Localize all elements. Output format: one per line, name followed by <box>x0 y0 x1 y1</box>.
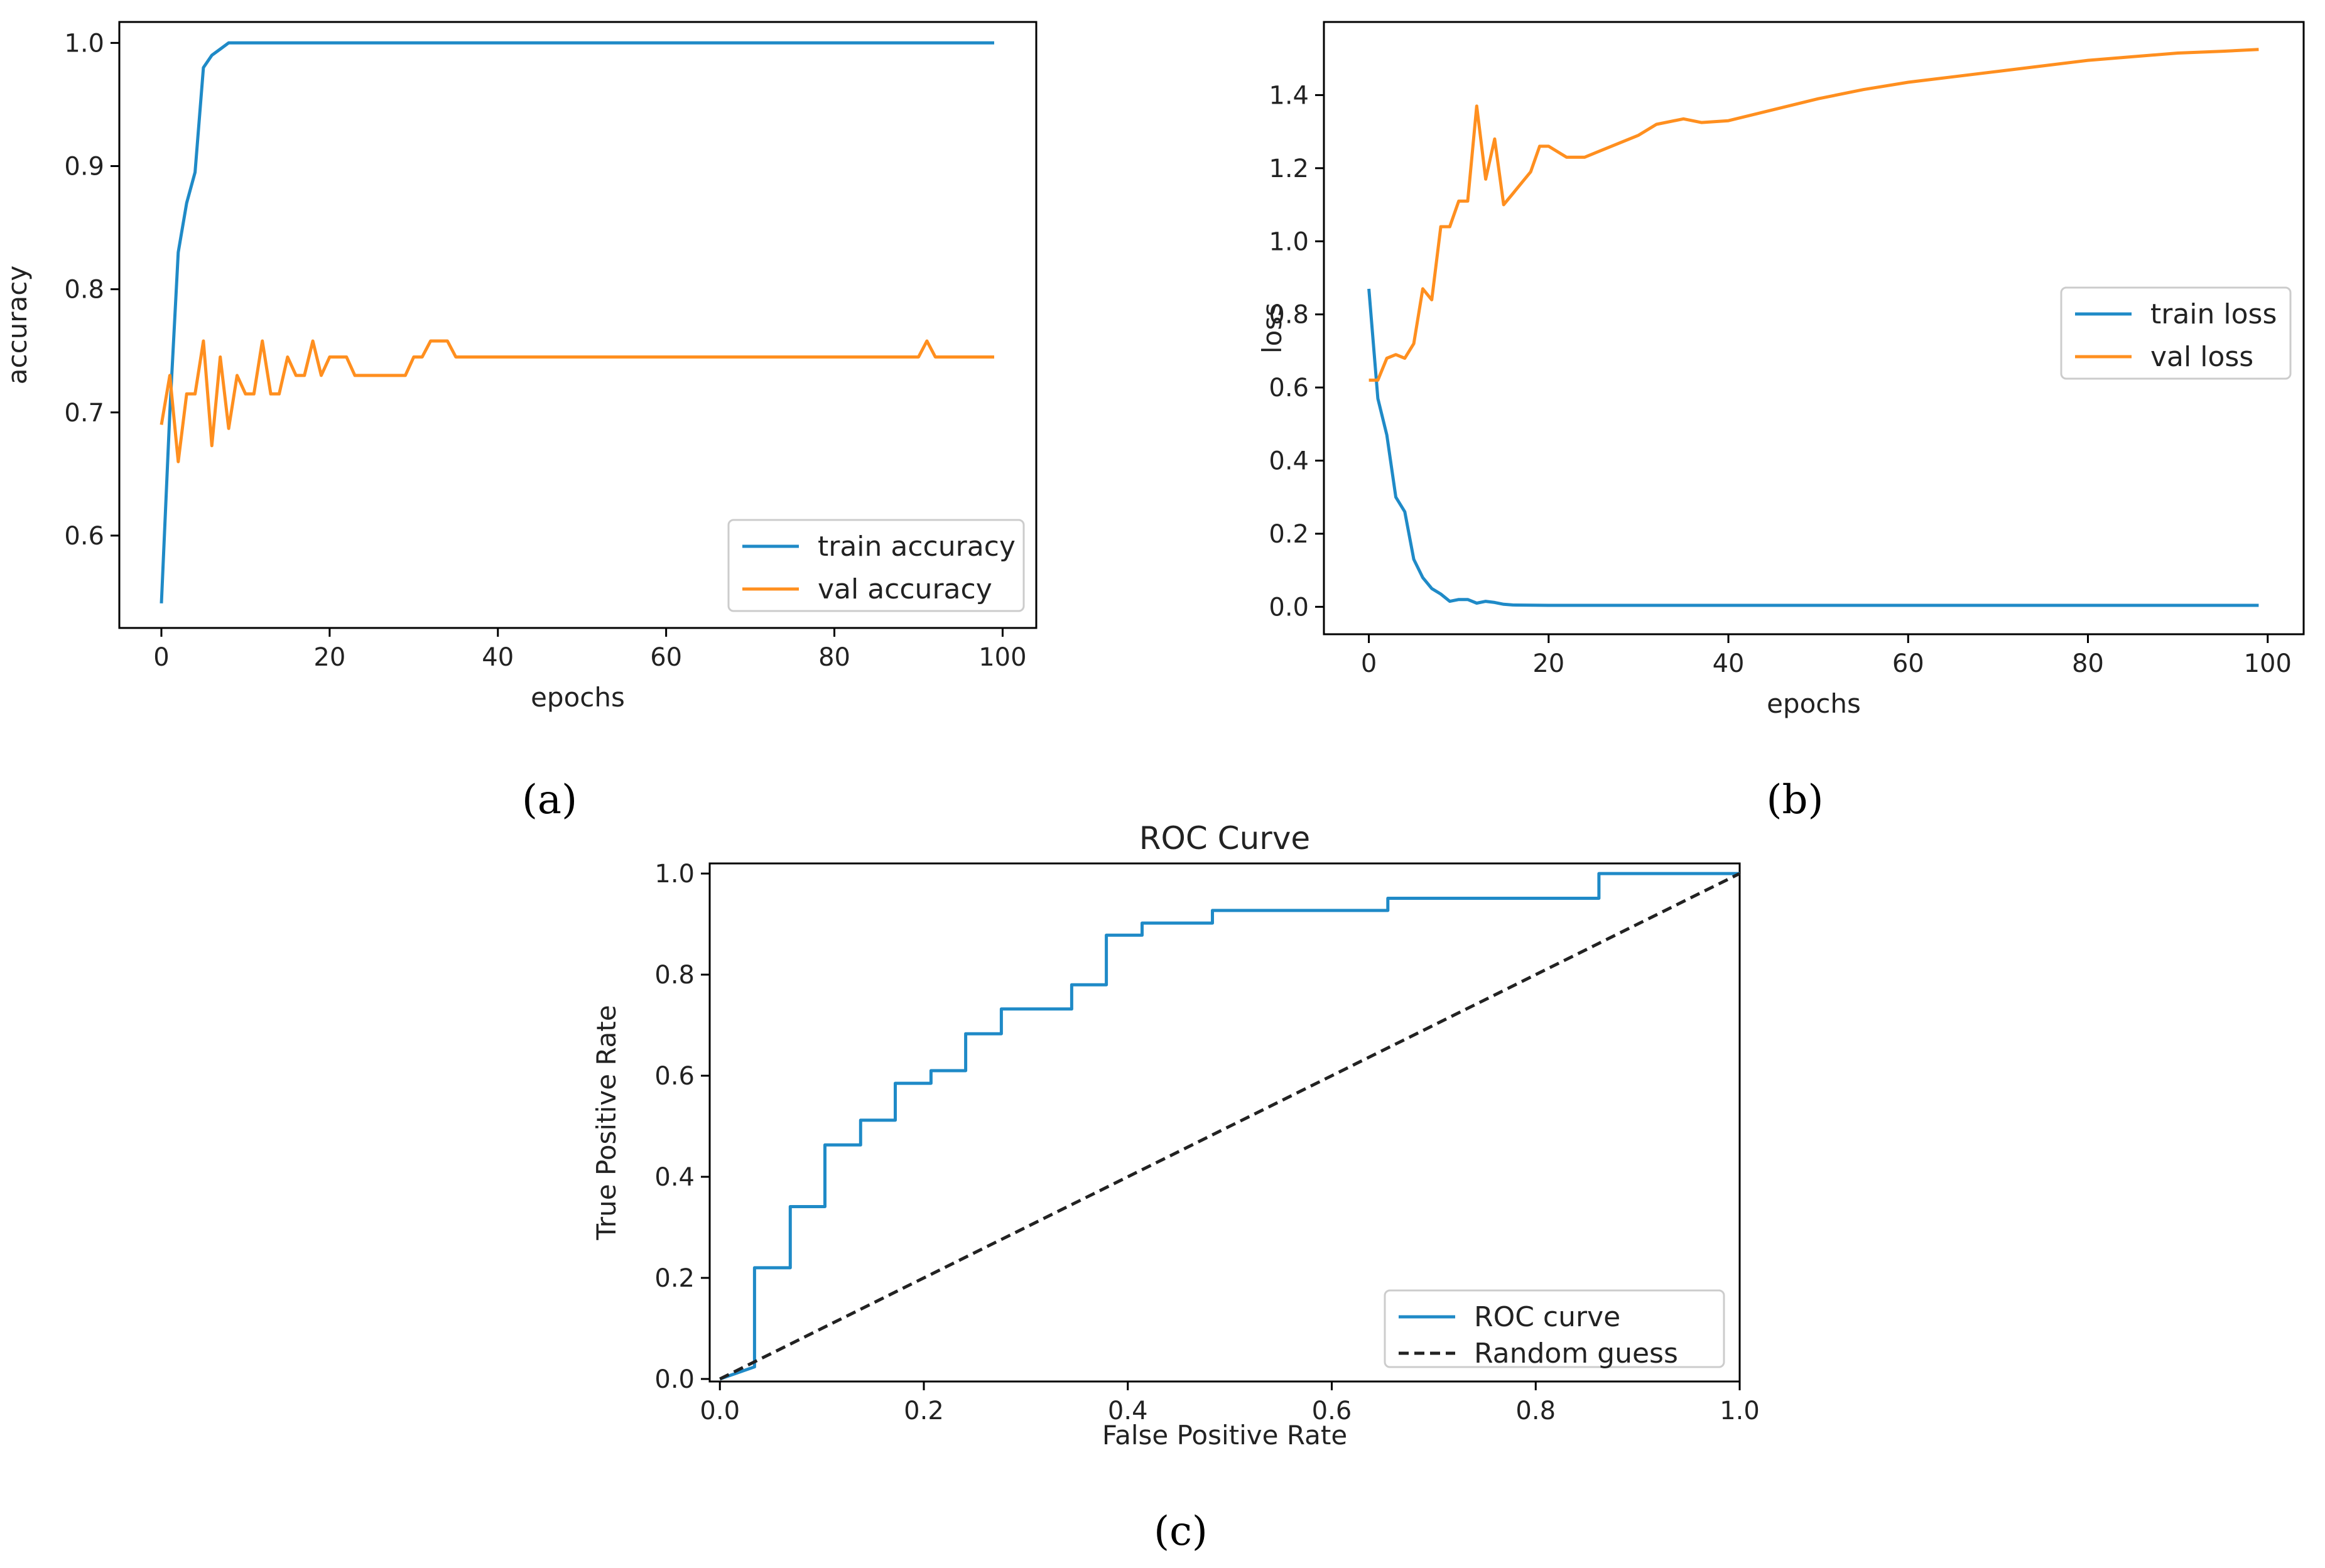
y-tick-label: 0.0 <box>1269 593 1309 622</box>
y-tick-label: 0.7 <box>64 399 104 428</box>
y-axis-label: True Positive Rate <box>591 1005 622 1240</box>
y-tick-label: 0.8 <box>1269 301 1309 330</box>
legend-box <box>1384 1289 1725 1368</box>
series-line-0 <box>719 872 1740 1381</box>
x-tick-label: 1.0 <box>1720 1397 1760 1425</box>
y-tick-label: 0.8 <box>654 961 695 990</box>
y-tick-label: 0.6 <box>64 522 104 551</box>
series-line-1 <box>719 872 1741 1381</box>
x-axis-label: epochs <box>531 682 625 713</box>
y-axis-label: accuracy <box>2 266 33 385</box>
legend: ROC curve Random guess <box>1384 1289 1725 1370</box>
legend-box <box>727 519 1025 612</box>
charts-container: 0 20 40 60 80 100 0.6 0.7 0.8 0.9 1.0 epochs accurac… <box>2 21 2305 1555</box>
legend-label: train loss <box>2150 298 2277 330</box>
series-line-1 <box>160 339 994 463</box>
y-tick-label: 0.2 <box>1269 520 1309 549</box>
x-tick-label: 0.8 <box>1515 1397 1556 1425</box>
x-tick-label: 80 <box>2072 649 2104 678</box>
plot-frame <box>118 21 1038 629</box>
y-tick-label: 0.2 <box>654 1264 695 1293</box>
x-tick-label: 0 <box>153 643 169 672</box>
chart-b: 0 20 40 60 80 100 0.0 0.2 0.4 0.6 0.8 1.0 1.2 1.4 epoc… <box>1257 21 2305 823</box>
legend-label: val accuracy <box>818 573 992 605</box>
x-tick-label: 60 <box>1892 649 1924 678</box>
x-tick-label: 20 <box>1532 649 1564 678</box>
x-tick-label: 20 <box>313 643 345 672</box>
y-tick-label: 0.4 <box>1269 447 1309 476</box>
y-axis-label: loss <box>1257 303 1287 354</box>
x-tick-label: 100 <box>2244 649 2292 678</box>
legend-label: train accuracy <box>818 531 1016 563</box>
x-tick-label: 60 <box>650 643 682 672</box>
series-line-1 <box>1368 48 2259 382</box>
x-tick-label: 0 <box>1361 649 1377 678</box>
y-tick-label: 0.8 <box>64 276 104 305</box>
y-tick-label: 0.0 <box>654 1365 695 1394</box>
x-tick-label: 40 <box>482 643 514 672</box>
chart-title: ROC Curve <box>1139 820 1310 857</box>
panel-label: (b) <box>1767 777 1824 823</box>
y-tick-label: 0.6 <box>1269 374 1309 403</box>
series-line-0 <box>160 41 994 603</box>
y-tick-label: 1.0 <box>1269 227 1309 256</box>
x-tick-label: 80 <box>818 643 850 672</box>
x-tick-label: 100 <box>978 643 1026 672</box>
chart-a: 0 20 40 60 80 100 0.6 0.7 0.8 0.9 1.0 epochs accurac… <box>2 21 1038 823</box>
y-tick-label: 0.9 <box>64 152 104 181</box>
chart-c: 0.0 0.2 0.4 0.6 0.8 1.0 0.0 0.2 0.4 0.6 0.8 1.0 Fals… <box>591 820 1760 1555</box>
panel-label: (a) <box>522 777 577 823</box>
x-axis-label: False Positive Rate <box>1102 1420 1347 1451</box>
legend-label: val loss <box>2150 341 2253 373</box>
legend-label: ROC curve <box>1474 1301 1620 1333</box>
plot-frame <box>708 862 1741 1383</box>
y-tick-label: 1.2 <box>1269 154 1309 183</box>
x-tick-label: 40 <box>1713 649 1745 678</box>
y-tick-label: 1.0 <box>654 860 695 889</box>
plot-frame <box>1323 21 2305 635</box>
panel-label: (c) <box>1154 1508 1208 1555</box>
legend: train loss val loss <box>2060 286 2292 380</box>
y-tick-label: 0.6 <box>654 1062 695 1091</box>
x-tick-label: 0.6 <box>1312 1397 1352 1425</box>
x-axis-label: epochs <box>1767 688 1861 719</box>
series-line-0 <box>1367 288 2259 607</box>
x-tick-label: 0.4 <box>1108 1397 1148 1425</box>
legend-label: Random guess <box>1474 1338 1678 1370</box>
y-tick-label: 1.4 <box>1269 81 1309 110</box>
legend: train accuracy val accuracy <box>727 519 1025 612</box>
y-tick-label: 0.4 <box>654 1163 695 1192</box>
y-tick-label: 1.0 <box>64 29 104 58</box>
x-tick-label: 0.2 <box>904 1397 944 1425</box>
x-tick-label: 0.0 <box>700 1397 740 1425</box>
